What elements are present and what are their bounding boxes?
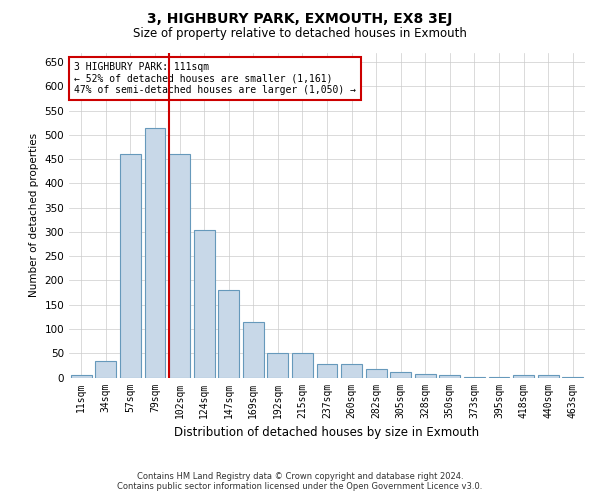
Bar [538,375,559,378]
Bar [341,364,362,378]
Y-axis label: Number of detached properties: Number of detached properties [29,133,39,297]
Bar [415,374,436,378]
Text: 3, HIGHBURY PARK, EXMOUTH, EX8 3EJ: 3, HIGHBURY PARK, EXMOUTH, EX8 3EJ [148,12,452,26]
Bar [439,375,460,378]
Bar [194,230,215,378]
Text: 3 HIGHBURY PARK: 111sqm
← 52% of detached houses are smaller (1,161)
47% of semi: 3 HIGHBURY PARK: 111sqm ← 52% of detache… [74,62,356,96]
Bar [71,375,92,378]
Bar [95,360,116,378]
X-axis label: Distribution of detached houses by size in Exmouth: Distribution of detached houses by size … [175,426,479,439]
Text: Contains HM Land Registry data © Crown copyright and database right 2024.
Contai: Contains HM Land Registry data © Crown c… [118,472,482,491]
Bar [513,375,534,378]
Bar [390,372,411,378]
Bar [317,364,337,378]
Bar [268,353,289,378]
Bar [145,128,166,378]
Bar [292,353,313,378]
Bar [365,369,386,378]
Bar [120,154,141,378]
Text: Size of property relative to detached houses in Exmouth: Size of property relative to detached ho… [133,28,467,40]
Bar [464,376,485,378]
Bar [562,376,583,378]
Bar [488,376,509,378]
Bar [169,154,190,378]
Bar [243,322,264,378]
Bar [218,290,239,378]
